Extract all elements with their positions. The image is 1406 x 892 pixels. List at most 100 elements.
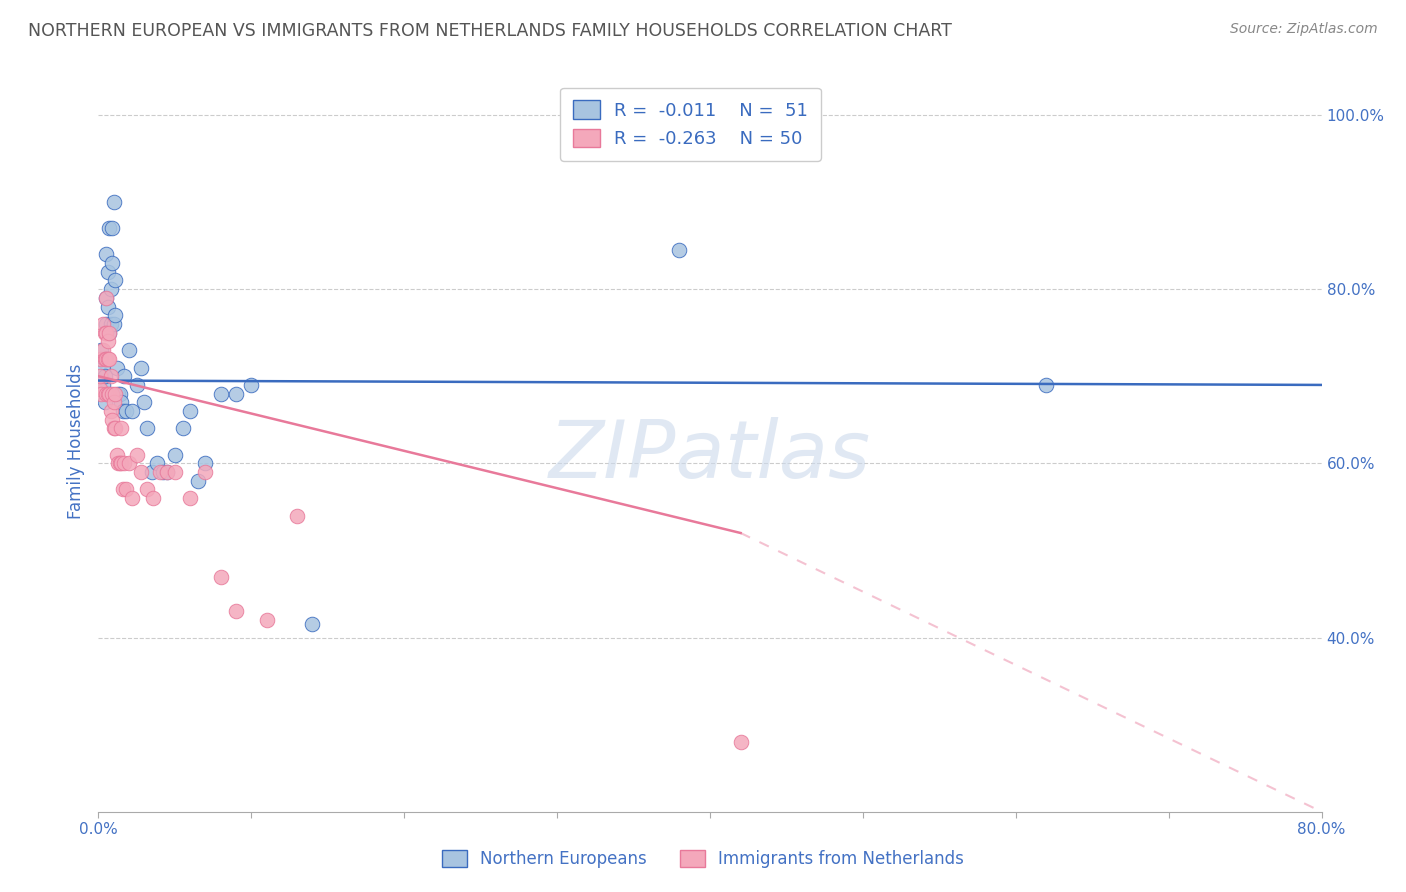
Point (129, 465, 152, 479)
Point (108, 456, 131, 470)
Point (90, 343, 112, 357)
Point (105, 448, 128, 462)
Point (107, 456, 129, 470)
Text: Source: ZipAtlas.com: Source: ZipAtlas.com (1230, 22, 1378, 37)
Point (103, 317, 125, 331)
Text: NORTHERN EUROPEAN VS IMMIGRANTS FROM NETHERLANDS FAMILY HOUSEHOLDS CORRELATION C: NORTHERN EUROPEAN VS IMMIGRANTS FROM NET… (28, 22, 952, 40)
Point (94, 291, 117, 305)
Point (94, 291, 117, 305)
Point (156, 465, 179, 479)
Point (89, 369, 111, 384)
Point (104, 421, 127, 435)
Point (104, 386, 127, 401)
Point (98, 326, 121, 340)
Point (90, 351, 112, 366)
Point (209, 386, 232, 401)
Point (103, 194, 125, 209)
Point (179, 491, 201, 505)
Point (194, 456, 217, 470)
Point (112, 456, 135, 470)
Point (91, 378, 114, 392)
Point (111, 404, 134, 418)
Point (98, 221, 121, 235)
Point (194, 465, 217, 479)
Point (104, 273, 127, 287)
Point (101, 413, 124, 427)
Point (209, 569, 232, 583)
Point (94, 317, 117, 331)
Point (97, 351, 120, 366)
Point (136, 421, 159, 435)
Point (225, 386, 247, 401)
Point (225, 604, 247, 618)
Point (110, 395, 132, 409)
Point (94, 247, 117, 261)
Point (110, 456, 132, 470)
Point (256, 613, 278, 627)
Point (730, 735, 752, 749)
Point (97, 386, 120, 401)
Point (98, 386, 121, 401)
Point (97, 300, 120, 314)
Point (112, 369, 135, 384)
Point (110, 421, 132, 435)
Point (156, 465, 179, 479)
Point (90, 369, 112, 384)
Point (134, 395, 156, 409)
Legend: R =  -0.011    N =  51, R =  -0.263    N = 50: R = -0.011 N = 51, R = -0.263 N = 50 (560, 87, 821, 161)
Point (91, 360, 114, 375)
Point (89, 382, 111, 396)
Point (115, 404, 138, 418)
Point (240, 378, 263, 392)
Point (103, 421, 125, 435)
Point (108, 386, 131, 401)
Y-axis label: Family Households: Family Households (66, 364, 84, 519)
Point (152, 465, 174, 479)
Point (100, 369, 122, 384)
Point (91, 343, 114, 357)
Point (145, 456, 167, 470)
Point (125, 448, 148, 462)
Point (94, 326, 117, 340)
Point (149, 465, 172, 479)
Point (111, 483, 134, 497)
Point (89, 351, 111, 366)
Point (103, 395, 125, 409)
Point (121, 404, 143, 418)
Point (104, 308, 127, 322)
Point (98, 351, 121, 366)
Legend: Northern Europeans, Immigrants from Netherlands: Northern Europeans, Immigrants from Neth… (434, 843, 972, 875)
Point (179, 404, 201, 418)
Point (141, 465, 163, 479)
Point (115, 483, 138, 497)
Point (97, 334, 120, 349)
Point (89, 382, 111, 396)
Point (285, 508, 308, 523)
Point (97, 265, 120, 279)
Point (101, 221, 124, 235)
Point (93, 351, 115, 366)
Point (94, 386, 117, 401)
Point (101, 386, 124, 401)
Point (163, 448, 186, 462)
Point (100, 282, 122, 296)
Point (125, 378, 148, 392)
Point (129, 360, 152, 375)
Point (187, 474, 209, 488)
Point (118, 343, 141, 357)
Point (93, 369, 115, 384)
Point (172, 421, 194, 435)
Point (107, 386, 129, 401)
Point (98, 326, 121, 340)
Point (668, 243, 690, 257)
Point (93, 395, 115, 409)
Text: ZIPatlas: ZIPatlas (548, 417, 872, 495)
Point (94, 351, 117, 366)
Point (105, 360, 128, 375)
Point (121, 491, 143, 505)
Point (142, 491, 165, 505)
Point (1035, 378, 1057, 392)
Point (91, 317, 114, 331)
Point (100, 404, 122, 418)
Point (136, 483, 159, 497)
